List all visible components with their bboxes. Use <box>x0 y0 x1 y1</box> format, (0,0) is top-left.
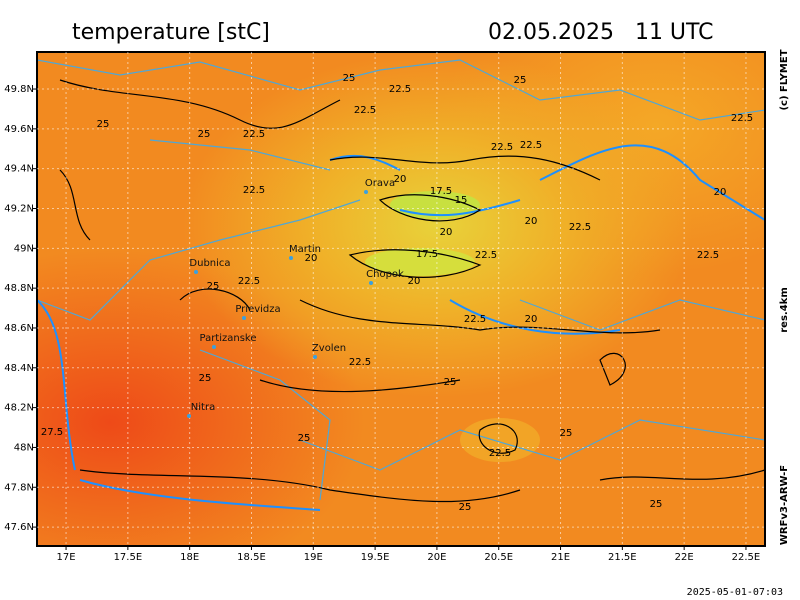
y-tick-label: 48.4N <box>4 363 34 374</box>
contour-label: 25 <box>343 73 356 84</box>
contour-label: 22.5 <box>491 142 513 153</box>
contour-label: 27.5 <box>41 427 63 438</box>
place-dot <box>194 270 198 274</box>
place-dot <box>187 414 191 418</box>
map-field <box>37 52 765 546</box>
map-frame <box>36 51 766 547</box>
model: WRFv3-ARW-F <box>779 465 790 545</box>
contour-label: 20 <box>440 227 453 238</box>
contour-label: 25 <box>514 75 527 86</box>
y-tick-label: 49.4N <box>4 164 34 175</box>
contour-label: 20 <box>525 314 538 325</box>
x-tick-label: 20.5E <box>484 552 513 563</box>
x-tick-label: 19.5E <box>361 552 390 563</box>
y-tick-label: 49.8N <box>4 84 34 95</box>
place-label: Partizanske <box>199 333 256 344</box>
contour-label: 25 <box>199 373 212 384</box>
contour-label: 25 <box>650 499 663 510</box>
contour-label: 22.5 <box>569 222 591 233</box>
y-tick-label: 49.6N <box>4 124 34 135</box>
contour-label: 25 <box>298 433 311 444</box>
contour-label: 22.5 <box>731 113 753 124</box>
place-dot <box>212 345 216 349</box>
contour-label: 17.5 <box>430 186 452 197</box>
contour-label: 25 <box>444 377 457 388</box>
x-tick-label: 21.5E <box>608 552 637 563</box>
contour-label: 22.5 <box>489 448 511 459</box>
x-tick-label: 18E <box>180 552 199 563</box>
contour-label: 20 <box>394 174 407 185</box>
contour-label: 22.5 <box>389 84 411 95</box>
contour-label: 22.5 <box>697 250 719 261</box>
x-tick-label: 22.5E <box>732 552 761 563</box>
contour-label: 22.5 <box>243 185 265 196</box>
place-dot <box>313 355 317 359</box>
x-tick-label: 21E <box>551 552 570 563</box>
contour-label: 25 <box>97 119 110 130</box>
place-dot <box>289 256 293 260</box>
contour-label: 22.5 <box>349 357 371 368</box>
contour-label: 15 <box>455 195 468 206</box>
x-tick-label: 18.5E <box>237 552 266 563</box>
y-tick-label: 48N <box>14 442 34 453</box>
place-label: Dubnica <box>189 258 230 269</box>
copyright: (c) FLYMET <box>779 49 790 110</box>
contour-label: 22.5 <box>520 140 542 151</box>
contour-label: 17.5 <box>416 249 438 260</box>
place-label: Prievidza <box>235 304 280 315</box>
place-label: Chopok <box>366 269 404 280</box>
datetime: 02.05.2025 11 UTC <box>488 20 714 45</box>
title: temperature [stC] <box>72 20 270 45</box>
contour-label: 22.5 <box>238 276 260 287</box>
contour-label: 22.5 <box>354 105 376 116</box>
x-tick-label: 17.5E <box>114 552 143 563</box>
contour-label: 20 <box>525 216 538 227</box>
contour-label: 22.5 <box>243 129 265 140</box>
timestamp: 2025-05-01-07:03 <box>687 587 783 598</box>
contour-label: 25 <box>459 502 472 513</box>
x-tick-label: 20E <box>427 552 446 563</box>
x-tick-label: 19E <box>304 552 323 563</box>
contour-label: 22.5 <box>475 250 497 261</box>
contour-label: 20 <box>714 187 727 198</box>
contour-label: 20 <box>305 253 318 264</box>
y-tick-label: 49N <box>14 243 34 254</box>
y-tick-label: 48.2N <box>4 403 34 414</box>
contour-label: 22.5 <box>464 314 486 325</box>
y-tick-label: 49.2N <box>4 204 34 215</box>
contour-label: 20 <box>408 276 421 287</box>
y-tick-label: 48.6N <box>4 323 34 334</box>
y-tick-label: 47.8N <box>4 482 34 493</box>
place-label: Orava <box>365 178 395 189</box>
contour-label: 25 <box>560 428 573 439</box>
contour-label: 25 <box>207 281 220 292</box>
y-tick-label: 47.6N <box>4 522 34 533</box>
place-label: Zvolen <box>312 343 346 354</box>
place-label: Nitra <box>191 402 215 413</box>
resolution: res.4km <box>779 287 790 333</box>
place-dot <box>242 316 246 320</box>
y-tick-label: 48.8N <box>4 283 34 294</box>
place-dot <box>369 281 373 285</box>
contour-label: 25 <box>198 129 211 140</box>
place-label: Martin <box>289 244 321 255</box>
x-tick-label: 22E <box>675 552 694 563</box>
place-dot <box>364 190 368 194</box>
x-tick-label: 17E <box>57 552 76 563</box>
